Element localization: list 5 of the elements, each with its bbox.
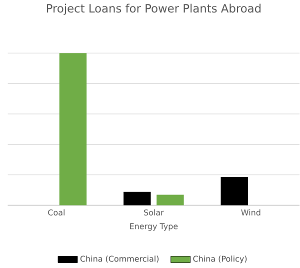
bar [156, 194, 184, 206]
chart-title: Project Loans for Power Plants Abroad [46, 4, 261, 15]
bar [124, 192, 151, 206]
bar [220, 177, 248, 206]
bar [59, 53, 87, 206]
